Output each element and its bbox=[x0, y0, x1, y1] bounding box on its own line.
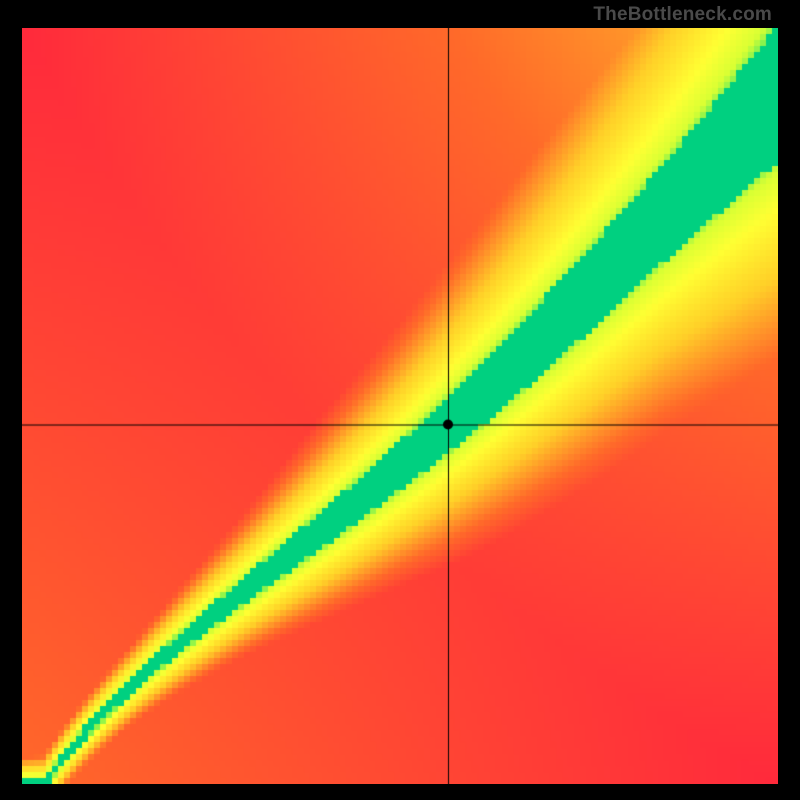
plot-area bbox=[22, 28, 778, 784]
figure-container: TheBottleneck.com bbox=[0, 0, 800, 800]
bottleneck-heatmap bbox=[22, 28, 778, 784]
watermark-text: TheBottleneck.com bbox=[593, 4, 772, 26]
